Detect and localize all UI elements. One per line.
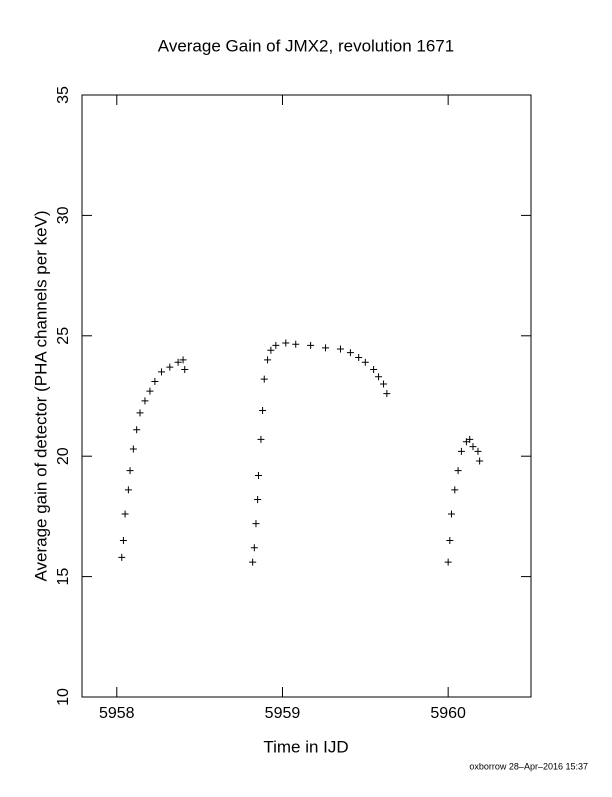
point [322, 344, 330, 352]
y-tick-label: 30 [55, 206, 72, 224]
x-axis-label: Time in IJD [263, 737, 348, 756]
point [267, 346, 275, 354]
point [260, 375, 268, 383]
point [119, 536, 127, 544]
chart-title: Average Gain of JMX2, revolution 1671 [158, 36, 454, 55]
x-tick-label: 5958 [99, 705, 135, 722]
point [476, 457, 484, 465]
point [383, 390, 391, 398]
y-tick-label: 35 [55, 86, 72, 104]
y-tick-label: 10 [55, 688, 72, 706]
point [250, 544, 258, 552]
point [446, 536, 454, 544]
point [370, 366, 378, 374]
point [166, 363, 174, 371]
point [158, 368, 166, 376]
point [118, 553, 126, 561]
point [124, 486, 132, 494]
point [181, 366, 189, 374]
point [254, 471, 262, 479]
point [355, 353, 363, 361]
y-tick-label: 25 [55, 327, 72, 345]
point [252, 520, 260, 528]
point [254, 496, 262, 504]
point [259, 406, 267, 414]
point [264, 356, 272, 364]
point [141, 397, 149, 405]
footer: oxborrow 28–Apr–2016 15:37 [469, 761, 588, 771]
point [179, 356, 187, 364]
point [282, 339, 290, 347]
point [133, 426, 141, 434]
y-axis-label: Average gain of detector (PHA channels p… [31, 210, 50, 581]
point [336, 345, 344, 353]
point [375, 373, 383, 381]
point [126, 467, 134, 475]
point [474, 447, 482, 455]
point [129, 445, 137, 453]
point [447, 510, 455, 518]
point [457, 447, 465, 455]
point [444, 558, 452, 566]
point [380, 380, 388, 388]
point [174, 358, 182, 366]
point [151, 378, 159, 386]
y-tick-label: 20 [55, 447, 72, 465]
point [146, 387, 154, 395]
point [346, 349, 354, 357]
plot-frame [81, 94, 532, 698]
point [451, 486, 459, 494]
point [292, 340, 300, 348]
y-tick-label: 15 [55, 568, 72, 586]
x-tick-label: 5959 [265, 705, 301, 722]
point [136, 409, 144, 417]
point [249, 558, 257, 566]
point [257, 435, 265, 443]
point [469, 443, 477, 451]
x-tick-label: 5960 [430, 705, 466, 722]
point [454, 467, 462, 475]
point [466, 435, 474, 443]
point [361, 358, 369, 366]
point [307, 341, 315, 349]
point [121, 510, 129, 518]
point [272, 341, 280, 349]
